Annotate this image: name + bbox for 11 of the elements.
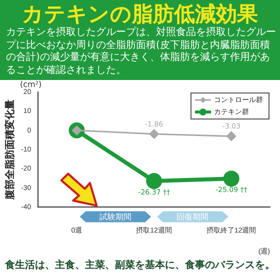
y-axis-title: 腹部全脂肪面積変化量 — [4, 100, 16, 201]
text: 回復期間 — [176, 212, 209, 222]
point — [226, 131, 236, 141]
chart-title: カテキンの脂肪低減効果 — [21, 1, 259, 26]
text: 試験期間 — [99, 212, 132, 222]
text: 食生活は、主食、主菜、副菜を基本に、食事のバランスを。 — [4, 258, 276, 272]
point — [146, 173, 162, 190]
point — [223, 170, 240, 187]
chart-subtitle: カテキンを摂取したグループは、対照食品を摂取したグループに比べおなか周りの全脂肪面積(皮下脂肪と内臓脂肪面積の合計)の減少量が有意に大きく、体脂肪を減らす作用があることが確認されました。 — [6, 27, 276, 77]
point — [149, 129, 159, 139]
text: (cm²) — [20, 80, 42, 89]
